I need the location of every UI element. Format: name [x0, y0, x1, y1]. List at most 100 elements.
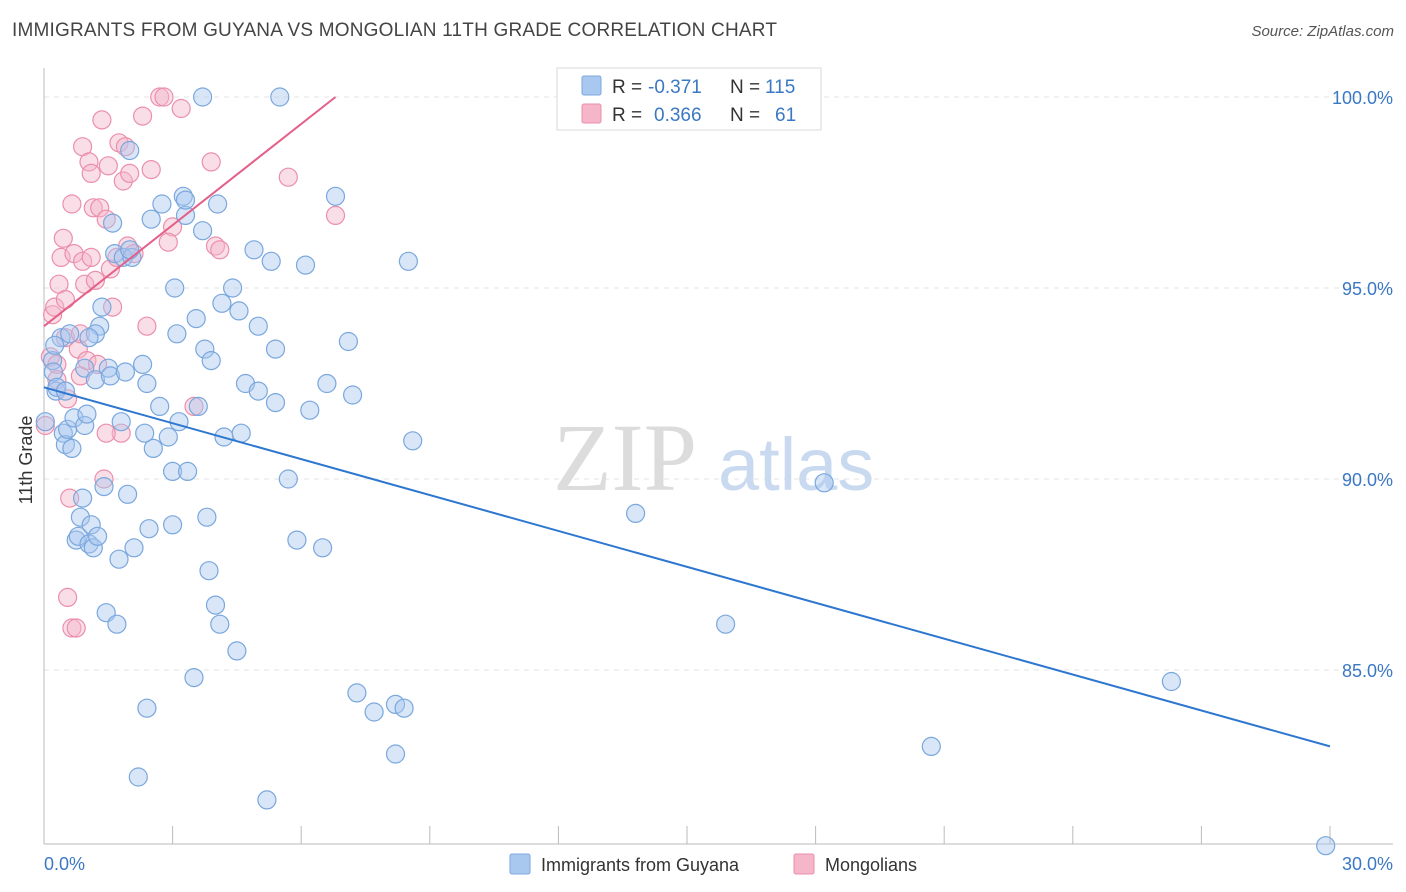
- data-point-mongolian: [94, 469, 114, 489]
- data-point-guyana: [338, 331, 358, 352]
- y-axis-label: 11th Grade: [16, 416, 36, 505]
- data-point-mongolian: [154, 87, 174, 107]
- data-point-guyana: [43, 362, 64, 382]
- data-point-guyana: [81, 515, 101, 535]
- data-point-guyana: [248, 381, 268, 401]
- data-point-guyana: [139, 519, 159, 539]
- series-guyana-points: [35, 87, 1336, 856]
- data-point-guyana: [102, 213, 123, 233]
- data-point-guyana: [178, 461, 198, 481]
- data-point-guyana: [85, 370, 106, 390]
- data-point-guyana: [79, 328, 99, 348]
- data-point-guyana: [62, 438, 82, 458]
- data-point-guyana: [287, 530, 307, 550]
- y-tick-label: 90.0%: [1342, 470, 1393, 490]
- data-point-guyana: [1316, 836, 1336, 856]
- y-tick-label: 85.0%: [1342, 661, 1393, 681]
- data-point-mongolian: [158, 232, 178, 252]
- data-point-guyana: [347, 683, 367, 703]
- data-point-guyana: [197, 507, 217, 527]
- y-tick-label: 95.0%: [1342, 279, 1393, 299]
- data-point-guyana: [184, 667, 204, 688]
- data-point-guyana: [186, 309, 206, 329]
- data-point-mongolian: [210, 240, 230, 260]
- y-tick-label: 100.0%: [1332, 88, 1393, 108]
- data-point-guyana: [128, 767, 148, 787]
- data-point-mongolian: [171, 98, 191, 119]
- data-point-mongolian: [325, 205, 346, 225]
- data-point-guyana: [201, 351, 221, 371]
- data-point-mongolian: [278, 167, 298, 187]
- data-point-guyana: [133, 354, 153, 374]
- data-point-guyana: [70, 507, 91, 527]
- data-point-guyana: [231, 423, 251, 443]
- data-point-guyana: [625, 503, 646, 524]
- stats-r-label-mongolian: R =: [612, 105, 642, 126]
- data-point-mongolian: [102, 297, 123, 317]
- data-point-guyana: [141, 209, 161, 229]
- data-point-guyana: [137, 698, 157, 718]
- legend-swatch-mongolian: [793, 853, 815, 875]
- data-point-mongolian: [98, 156, 118, 176]
- data-point-guyana: [317, 373, 337, 394]
- data-point-guyana: [107, 614, 127, 634]
- stats-r-value-guyana: -0.371: [648, 77, 702, 98]
- data-point-guyana: [137, 373, 157, 394]
- data-point-guyana: [94, 477, 114, 497]
- data-point-guyana: [117, 484, 138, 504]
- data-point-guyana: [403, 431, 423, 451]
- data-point-guyana: [398, 251, 418, 271]
- data-point-guyana: [92, 297, 112, 317]
- data-point-mongolian: [45, 297, 65, 317]
- data-point-mongolian: [92, 110, 112, 130]
- data-point-mongolian: [184, 396, 204, 416]
- data-point-guyana: [227, 641, 247, 661]
- data-point-guyana: [715, 614, 736, 634]
- chart-title: IMMIGRANTS FROM GUYANA VS MONGOLIAN 11TH…: [12, 20, 778, 41]
- stats-n-label-mongolian: N =: [730, 105, 760, 126]
- data-point-guyana: [150, 396, 170, 416]
- data-point-guyana: [152, 194, 172, 214]
- data-point-mongolian: [83, 198, 103, 218]
- watermark-zip: ZIP: [553, 404, 697, 511]
- data-point-guyana: [75, 415, 95, 436]
- watermark: ZIP atlas: [553, 404, 874, 511]
- data-point-guyana: [205, 595, 226, 615]
- data-point-guyana: [163, 461, 183, 481]
- trendline-mongolian: [43, 96, 337, 327]
- data-point-guyana: [100, 366, 121, 386]
- data-point-guyana: [313, 538, 333, 558]
- data-point-mongolian: [62, 194, 82, 214]
- data-point-mongolian: [66, 618, 86, 638]
- data-point-guyana: [193, 221, 213, 241]
- stats-n-value-mongolian: 61: [775, 105, 796, 126]
- data-point-guyana: [109, 549, 129, 569]
- data-point-guyana: [158, 427, 178, 447]
- data-point-guyana: [87, 526, 108, 546]
- stats-n-label-guyana: N =: [730, 77, 760, 98]
- data-point-guyana: [120, 140, 140, 161]
- data-point-guyana: [199, 561, 219, 581]
- data-point-guyana: [229, 301, 249, 321]
- data-point-guyana: [167, 324, 187, 344]
- axes-layer: 100.0% 95.0% 90.0% 85.0%: [43, 68, 1393, 845]
- data-point-guyana: [135, 423, 155, 443]
- data-point-guyana: [35, 412, 55, 432]
- data-point-guyana: [169, 412, 189, 432]
- data-point-guyana: [115, 362, 136, 382]
- data-point-mongolian: [77, 351, 97, 371]
- data-point-guyana: [223, 278, 243, 298]
- x-tick-label-max: 30.0%: [1342, 854, 1393, 874]
- data-point-guyana: [143, 438, 163, 458]
- data-point-guyana: [212, 293, 232, 313]
- stats-n-value-guyana: 115: [765, 77, 795, 98]
- data-point-guyana: [270, 87, 290, 107]
- data-point-mongolian: [55, 289, 76, 310]
- data-point-guyana: [295, 255, 316, 275]
- data-point-guyana: [208, 194, 228, 214]
- data-point-guyana: [343, 385, 363, 405]
- data-point-guyana: [325, 186, 346, 206]
- data-point-mongolian: [81, 163, 101, 183]
- stats-r-value-mongolian: 0.366: [654, 105, 702, 126]
